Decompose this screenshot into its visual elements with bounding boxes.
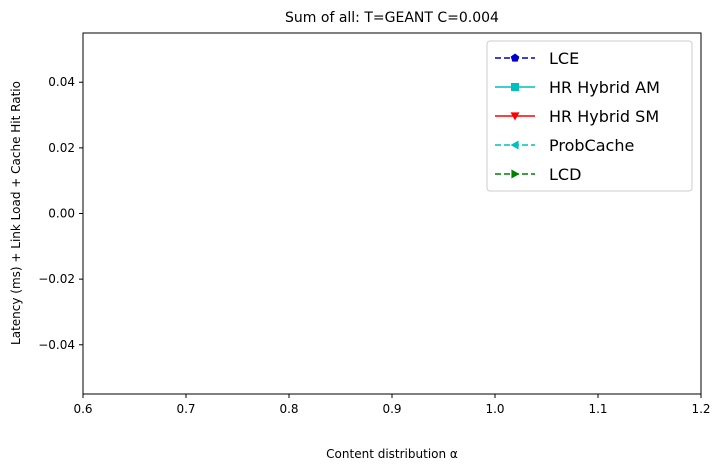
legend-marker — [510, 53, 520, 62]
x-axis-label: Content distribution α — [326, 447, 458, 461]
y-tick-label: 0.02 — [48, 141, 75, 155]
legend-item: HR Hybrid AM — [495, 78, 660, 97]
y-tick-label: 0.04 — [48, 75, 75, 89]
x-tick-label: 1.2 — [691, 402, 710, 416]
y-tick-label: −0.02 — [38, 272, 75, 286]
y-tick-label: −0.04 — [38, 338, 75, 352]
x-tick-label: 1.1 — [588, 402, 607, 416]
legend-item: ProbCache — [495, 136, 634, 155]
legend-label: ProbCache — [549, 136, 634, 155]
x-tick-label: 0.7 — [176, 402, 195, 416]
legend-frame — [486, 40, 693, 192]
legend-marker — [510, 112, 520, 121]
legend-label: LCD — [549, 165, 581, 184]
legend-label: HR Hybrid AM — [549, 78, 660, 97]
chart-title: Sum of all: T=GEANT C=0.004 — [285, 10, 499, 26]
legend-marker — [510, 140, 519, 150]
legend-marker — [511, 83, 519, 91]
legend-item: LCE — [495, 49, 579, 68]
y-axis-label: Latency (ms) + Link Load + Cache Hit Rat… — [9, 81, 23, 345]
x-tick-label: 0.6 — [73, 402, 92, 416]
legend-marker — [511, 169, 520, 179]
x-tick-label: 0.9 — [382, 402, 401, 416]
legend-label: LCE — [549, 49, 579, 68]
y-tick-label: 0.00 — [48, 207, 75, 221]
x-tick-label: 0.8 — [279, 402, 298, 416]
legend-item: HR Hybrid SM — [495, 107, 659, 126]
y-axis: 0.04 0.02 0.00 −0.02 −0.04 — [38, 75, 83, 352]
legend: LCE HR Hybrid AM HR Hybrid SM ProbCache LCD — [486, 40, 693, 192]
legend-item: LCD — [495, 165, 581, 184]
x-tick-label: 1.0 — [485, 402, 504, 416]
x-axis: 0.6 0.7 0.8 0.9 1.0 1.1 1.2 — [73, 394, 711, 416]
legend-label: HR Hybrid SM — [549, 107, 659, 126]
